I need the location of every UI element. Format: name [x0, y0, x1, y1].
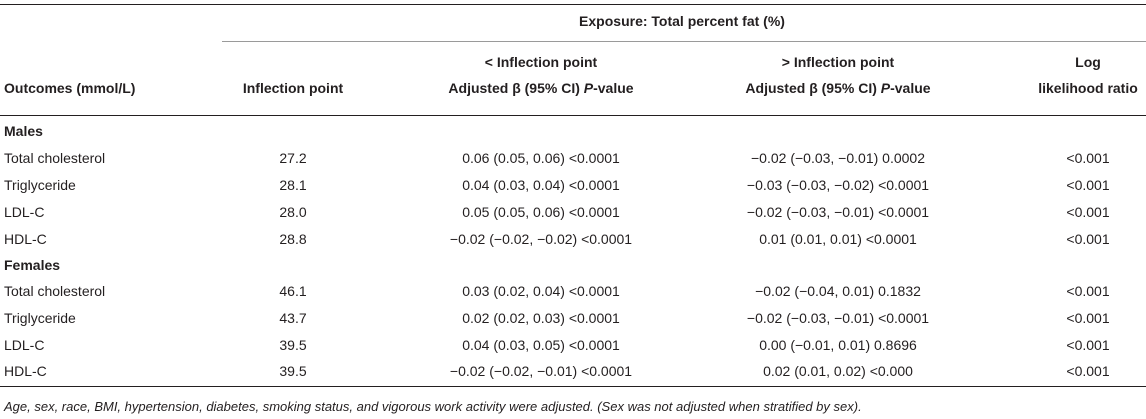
table-row-above: −0.02 (−0.04, 0.01) 0.1832 [755, 283, 921, 299]
header-bottom-rule [0, 115, 1146, 116]
table-row-inflection: 39.5 [279, 337, 307, 353]
table-row-below: 0.06 (0.05, 0.06) <0.0001 [462, 150, 620, 166]
table-row-below: −0.02 (−0.02, −0.02) <0.0001 [449, 231, 633, 247]
table-row-llr: <0.001 [1066, 283, 1110, 299]
exposure-underline [222, 41, 1146, 42]
above-inflection-header: > Inflection point [781, 54, 895, 70]
table-row-inflection: 27.2 [279, 150, 307, 166]
table-top-rule [0, 4, 1146, 5]
table-row-above: −0.02 (−0.03, −0.01) 0.0002 [751, 150, 925, 166]
above-inflection-subheader: Adjusted β (95% CI) P-value [745, 80, 931, 96]
table-row-inflection: 28.8 [279, 231, 307, 247]
table-row-inflection: 39.5 [279, 363, 307, 379]
table-row-llr: <0.001 [1066, 310, 1110, 326]
exposure-header: Exposure: Total percent fat (%) [579, 13, 785, 29]
table-row-llr: <0.001 [1066, 231, 1110, 247]
table-row-llr: <0.001 [1066, 204, 1110, 220]
table-row-below: 0.05 (0.05, 0.06) <0.0001 [462, 204, 620, 220]
below-inflection-subheader: Adjusted β (95% CI) P-value [448, 80, 634, 96]
table-row-below: −0.02 (−0.02, −0.01) <0.0001 [449, 363, 633, 379]
table-row-outcome: LDL-C [4, 337, 45, 353]
table-row-below: 0.04 (0.03, 0.05) <0.0001 [462, 337, 620, 353]
section-label-females: Females [4, 257, 61, 273]
llr-header-line1: Log [1075, 54, 1101, 70]
table-row-outcome: HDL-C [4, 231, 47, 247]
table-row-llr: <0.001 [1066, 363, 1110, 379]
table-row-below: 0.02 (0.02, 0.03) <0.0001 [462, 310, 620, 326]
table-row-below: 0.04 (0.03, 0.04) <0.0001 [462, 177, 620, 193]
table-row-outcome: HDL-C [4, 363, 47, 379]
table-row-llr: <0.001 [1066, 177, 1110, 193]
table-row-outcome: Triglyceride [4, 177, 76, 193]
table-row-inflection: 43.7 [279, 310, 307, 326]
table-row-above: 0.01 (0.01, 0.01) <0.0001 [759, 231, 917, 247]
table-row-above: −0.02 (−0.03, −0.01) <0.0001 [746, 204, 930, 220]
table-row-inflection: 28.1 [279, 177, 307, 193]
below-inflection-header: < Inflection point [484, 54, 598, 70]
table-row-above: −0.02 (−0.03, −0.01) <0.0001 [746, 310, 930, 326]
table-row-above: 0.00 (−0.01, 0.01) 0.8696 [759, 337, 917, 353]
section-label-males: Males [4, 123, 43, 139]
inflection-column-header: Inflection point [242, 80, 344, 96]
table-row-llr: <0.001 [1066, 337, 1110, 353]
table-row-outcome: LDL-C [4, 204, 45, 220]
table-row-llr: <0.001 [1066, 150, 1110, 166]
table-row-above: 0.02 (0.01, 0.02) <0.000 [763, 363, 913, 379]
llr-header-line2: likelihood ratio [1038, 80, 1138, 96]
table-row-outcome: Triglyceride [4, 310, 76, 326]
table-row-inflection: 46.1 [279, 283, 307, 299]
table-row-above: −0.03 (−0.03, −0.02) <0.0001 [746, 177, 930, 193]
outcomes-column-header: Outcomes (mmol/L) [4, 80, 136, 96]
table-row-outcome: Total cholesterol [4, 150, 106, 166]
table-bottom-rule [0, 386, 1146, 387]
table-row-outcome: Total cholesterol [4, 283, 106, 299]
table-footnote: Age, sex, race, BMI, hypertension, diabe… [4, 399, 862, 414]
table-row-below: 0.03 (0.02, 0.04) <0.0001 [462, 283, 620, 299]
table-row-inflection: 28.0 [279, 204, 307, 220]
